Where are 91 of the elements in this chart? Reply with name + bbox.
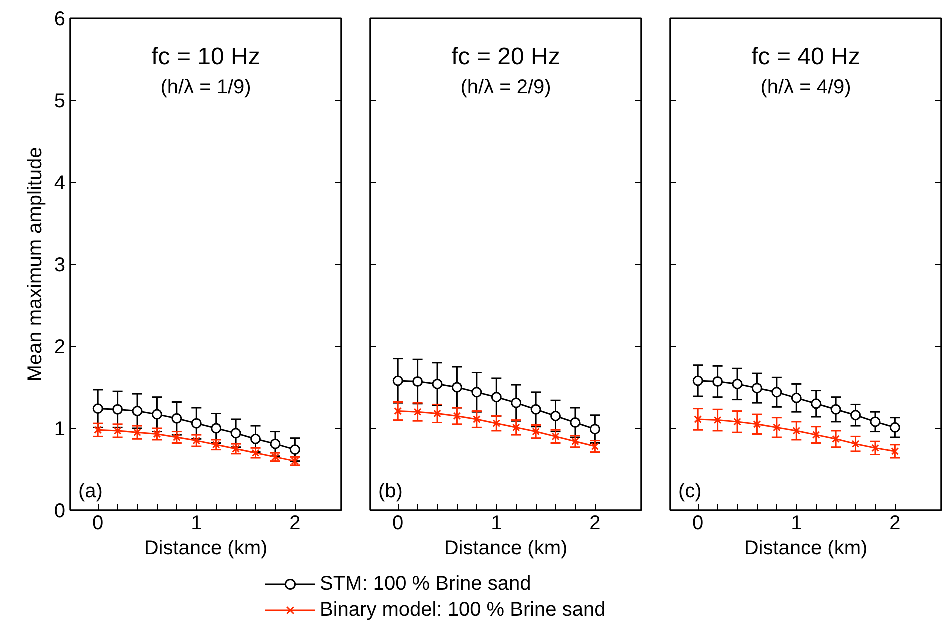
- point: [753, 420, 762, 428]
- x-tick-label: 1: [191, 512, 202, 534]
- point: [472, 387, 482, 398]
- point: [392, 376, 404, 386]
- point: [891, 448, 900, 456]
- point: [850, 410, 862, 421]
- y-tick-label: 4: [54, 172, 66, 194]
- text: fc = 10 Hz: [152, 44, 260, 70]
- x-tick-label: 0: [692, 512, 704, 534]
- x-tick-label: 2: [890, 512, 901, 534]
- point: [734, 418, 742, 426]
- point: [791, 392, 802, 404]
- point: [152, 409, 162, 420]
- point: [511, 398, 522, 408]
- point: [732, 378, 743, 390]
- point: [230, 428, 242, 439]
- annotation: (b): [378, 480, 403, 502]
- point: [250, 434, 262, 444]
- text: (h/λ = 1/9): [160, 76, 252, 98]
- point: [172, 413, 182, 424]
- point: [811, 398, 822, 410]
- point: [132, 406, 143, 417]
- text: fc = 20 Hz: [452, 44, 560, 70]
- y-tick-label: 1: [54, 418, 66, 440]
- point: [412, 376, 424, 387]
- point: [432, 378, 443, 390]
- point: [890, 422, 900, 433]
- point: [852, 440, 860, 448]
- point: [832, 435, 840, 444]
- x-tick-label: 0: [392, 512, 404, 534]
- point: [472, 416, 481, 424]
- y-tick-label: 5: [54, 90, 66, 112]
- point: [812, 431, 820, 439]
- x-axis-title: Distance (km): [444, 538, 568, 560]
- point: [550, 410, 562, 422]
- point: [532, 428, 540, 436]
- point: [492, 420, 501, 428]
- point: [452, 382, 462, 393]
- point: [191, 418, 202, 429]
- point: [94, 426, 102, 434]
- point: [712, 376, 724, 387]
- point: [453, 412, 462, 420]
- point: [134, 428, 142, 437]
- point: [870, 416, 881, 428]
- point: [153, 430, 162, 438]
- y-tick-label: 2: [54, 336, 66, 358]
- point: [491, 392, 502, 403]
- point: [872, 444, 880, 452]
- point: [414, 408, 422, 416]
- point: [591, 442, 600, 450]
- point: [290, 444, 300, 456]
- point: [112, 404, 124, 415]
- point: [92, 404, 104, 414]
- text: (h/λ = 2/9): [460, 76, 552, 98]
- point: [552, 432, 560, 441]
- point: [772, 424, 781, 432]
- y-tick-label: 6: [54, 8, 66, 30]
- point: [792, 427, 801, 435]
- text: fc = 40 Hz: [752, 44, 860, 70]
- point: [512, 424, 520, 432]
- text: (h/λ = 4/9): [760, 76, 852, 98]
- x-tick-label: 2: [590, 512, 601, 534]
- point: [394, 407, 402, 416]
- point: [694, 416, 702, 424]
- x-axis-title: Distance (km): [744, 538, 868, 560]
- x-tick-label: 2: [290, 512, 301, 534]
- x-tick-label: 1: [791, 512, 802, 534]
- y-tick-label: 3: [54, 254, 66, 276]
- point: [570, 418, 581, 428]
- x-tick-label: 1: [491, 512, 502, 534]
- legend-label: STM: 100 % Brine sand: [320, 572, 532, 596]
- annotation: (c): [678, 480, 702, 502]
- annotation: (a): [78, 480, 103, 502]
- point: [211, 423, 222, 434]
- point: [172, 434, 181, 442]
- point: [572, 438, 580, 446]
- point: [270, 438, 281, 450]
- y-axis-title: Mean maximum amplitude: [24, 147, 46, 382]
- point: [772, 387, 782, 398]
- point: [434, 410, 442, 418]
- point: [692, 376, 704, 386]
- point: [752, 383, 762, 394]
- point: [192, 436, 201, 445]
- point: [830, 404, 842, 415]
- x-tick-label: 0: [92, 512, 104, 534]
- point: [530, 404, 542, 415]
- x-axis-title: Distance (km): [144, 538, 268, 560]
- legend-label: Binary model: 100 % Brine sand: [320, 598, 606, 622]
- point: [714, 416, 722, 424]
- point: [590, 424, 600, 435]
- point: [114, 427, 122, 435]
